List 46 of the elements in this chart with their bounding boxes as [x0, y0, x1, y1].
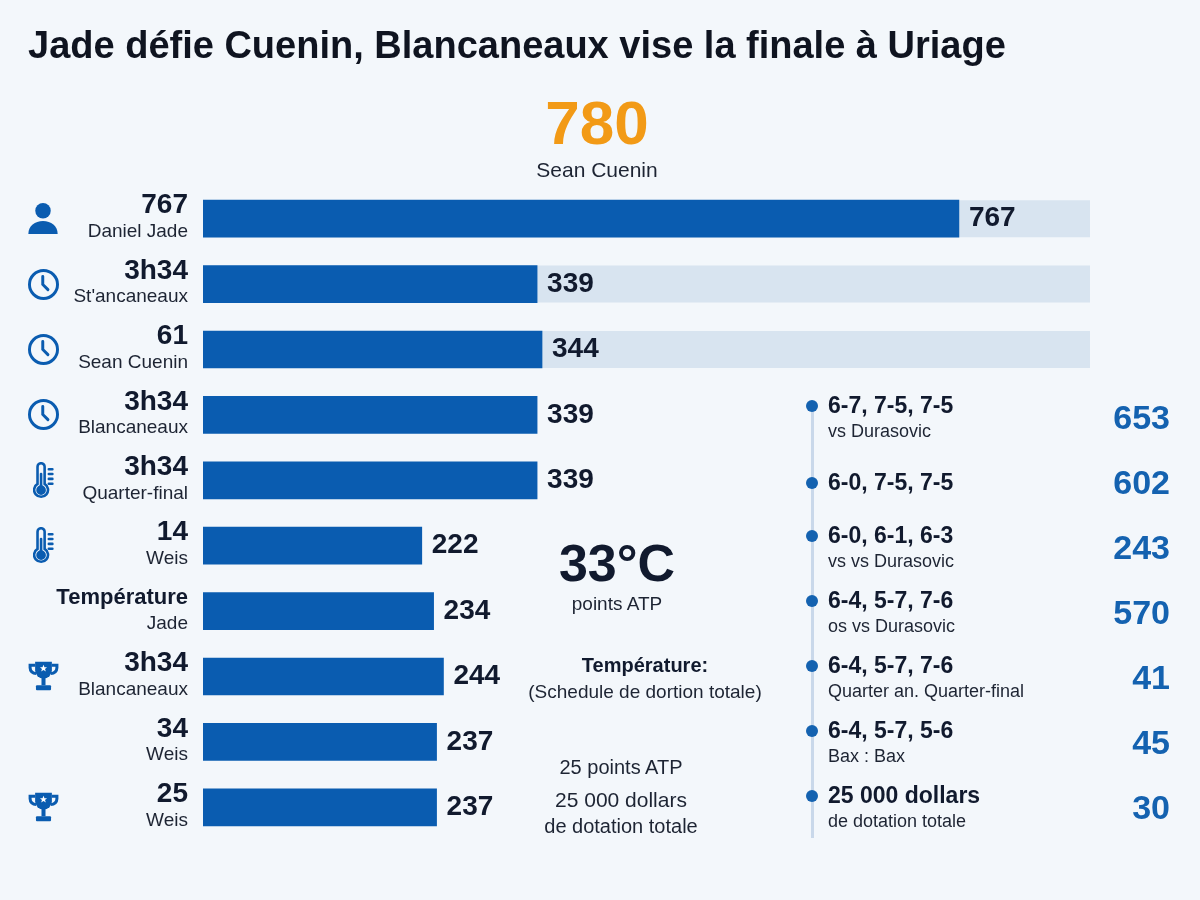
data-label: 45: [1132, 722, 1170, 763]
category-label: 6-0, 6-1, 6-3 vs vs Durasovic: [828, 522, 955, 573]
y-tick-label: 25 Weis: [146, 777, 188, 830]
category-label: 6-7, 7-5, 7-5 vs Durasovic: [828, 392, 954, 443]
data-label: 570: [1113, 592, 1170, 633]
data-label: 243: [1113, 527, 1170, 568]
y-tick-label: Température Jade: [56, 584, 188, 634]
bar: [203, 526, 423, 565]
category-label: 6-4, 5-7, 7-6 Quarter an. Quarter-final: [828, 652, 1025, 703]
bar: [203, 723, 437, 761]
data-label: 767: [968, 201, 1016, 233]
y-tick-label: 14 Weis: [146, 515, 189, 568]
bar: [203, 657, 444, 696]
y-tick-label: 3h34 Blancaneaux: [78, 646, 189, 699]
data-label: 222: [431, 528, 479, 560]
y-tick-label: 3h34 Blancaneaux: [78, 384, 189, 438]
data-label: 237: [446, 724, 494, 756]
y-tick-label: 34 Weis: [146, 711, 189, 765]
data-label: 244: [453, 659, 501, 691]
data-label: 339: [547, 266, 594, 298]
category-label: 6-4, 5-7, 5-6 Bax : Bax: [828, 717, 954, 768]
data-label: 237: [446, 790, 494, 822]
data-label: 339: [547, 397, 594, 429]
category-label: 25 000 dollars de dotation totale: [828, 782, 981, 833]
data-label: 339: [547, 463, 594, 495]
text: 780 Sean Cuenin: [536, 88, 658, 181]
annotation: 25 points ATP 25 000 dollars de dotation totale: [544, 755, 698, 837]
y-tick-label: 61 Sean Cuenin: [78, 319, 188, 372]
bar: [203, 592, 434, 630]
data-label: 234: [443, 593, 491, 625]
data-label: 30: [1132, 787, 1170, 828]
data-label: 344: [552, 332, 600, 364]
data-label: 602: [1113, 462, 1170, 503]
bar: [203, 396, 538, 434]
annotation: 33°C points ATP: [558, 534, 676, 615]
category-label: 6-0, 7-5, 7-5: [828, 469, 954, 496]
y-tick-label: 3h34 Quarter-final: [82, 450, 189, 503]
data-label: 653: [1113, 397, 1170, 438]
annotation: Température: (Schedule de dortion totale): [528, 653, 762, 703]
category-label: 6-4, 5-7, 7-6 os vs Durasovic: [828, 587, 956, 638]
y-tick-label: 3h34 St'ancaneaux: [73, 253, 189, 307]
data-label: 41: [1132, 657, 1170, 698]
bar: [203, 461, 538, 500]
y-tick-label: 767 Daniel Jade: [87, 188, 188, 241]
bar: [203, 788, 437, 827]
chart-title: Jade défie Cuenin, Blancaneaux vise la finale à Uriage: [28, 24, 1006, 67]
